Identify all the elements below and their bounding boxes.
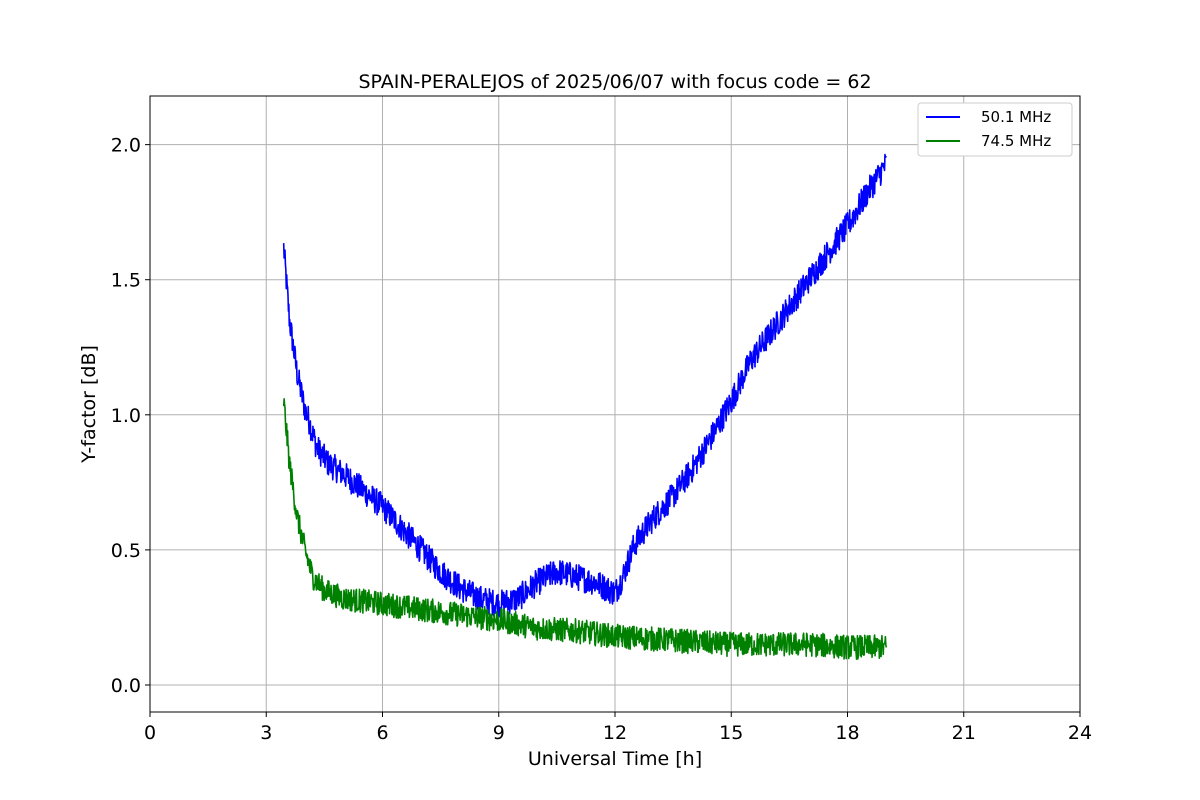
x-axis: 0 3 6 9 12 15 18 21 24 bbox=[144, 712, 1092, 744]
y-axis: 0.0 0.5 1.0 1.5 2.0 bbox=[111, 135, 150, 697]
series-layer bbox=[282, 153, 888, 660]
x-tick-label: 9 bbox=[493, 722, 505, 744]
legend-label-74-5-mhz: 74.5 MHz bbox=[981, 132, 1051, 150]
chart-title: SPAIN-PERALEJOS of 2025/06/07 with focus… bbox=[358, 71, 871, 93]
series-line-50-1-mhz bbox=[282, 153, 887, 618]
y-tick-label: 2.0 bbox=[111, 135, 141, 157]
y-tick-label: 1.5 bbox=[111, 270, 141, 292]
x-tick-label: 6 bbox=[376, 722, 388, 744]
legend: 50.1 MHz 74.5 MHz bbox=[917, 102, 1073, 157]
x-tick-label: 24 bbox=[1068, 722, 1092, 744]
x-tick-label: 3 bbox=[260, 722, 272, 744]
series-line-74-5-mhz bbox=[282, 398, 888, 660]
x-tick-label: 12 bbox=[603, 722, 627, 744]
y-tick-label: 0.5 bbox=[111, 540, 141, 562]
x-tick-label: 21 bbox=[952, 722, 976, 744]
x-tick-label: 18 bbox=[835, 722, 859, 744]
x-tick-label: 15 bbox=[719, 722, 743, 744]
x-tick-label: 0 bbox=[144, 722, 156, 744]
x-axis-label: Universal Time [h] bbox=[528, 748, 702, 770]
y-axis-label: Y-factor [dB] bbox=[78, 345, 100, 464]
y-tick-label: 0.0 bbox=[111, 675, 141, 697]
legend-label-50-1-mhz: 50.1 MHz bbox=[981, 108, 1051, 126]
y-tick-label: 1.0 bbox=[111, 405, 141, 427]
